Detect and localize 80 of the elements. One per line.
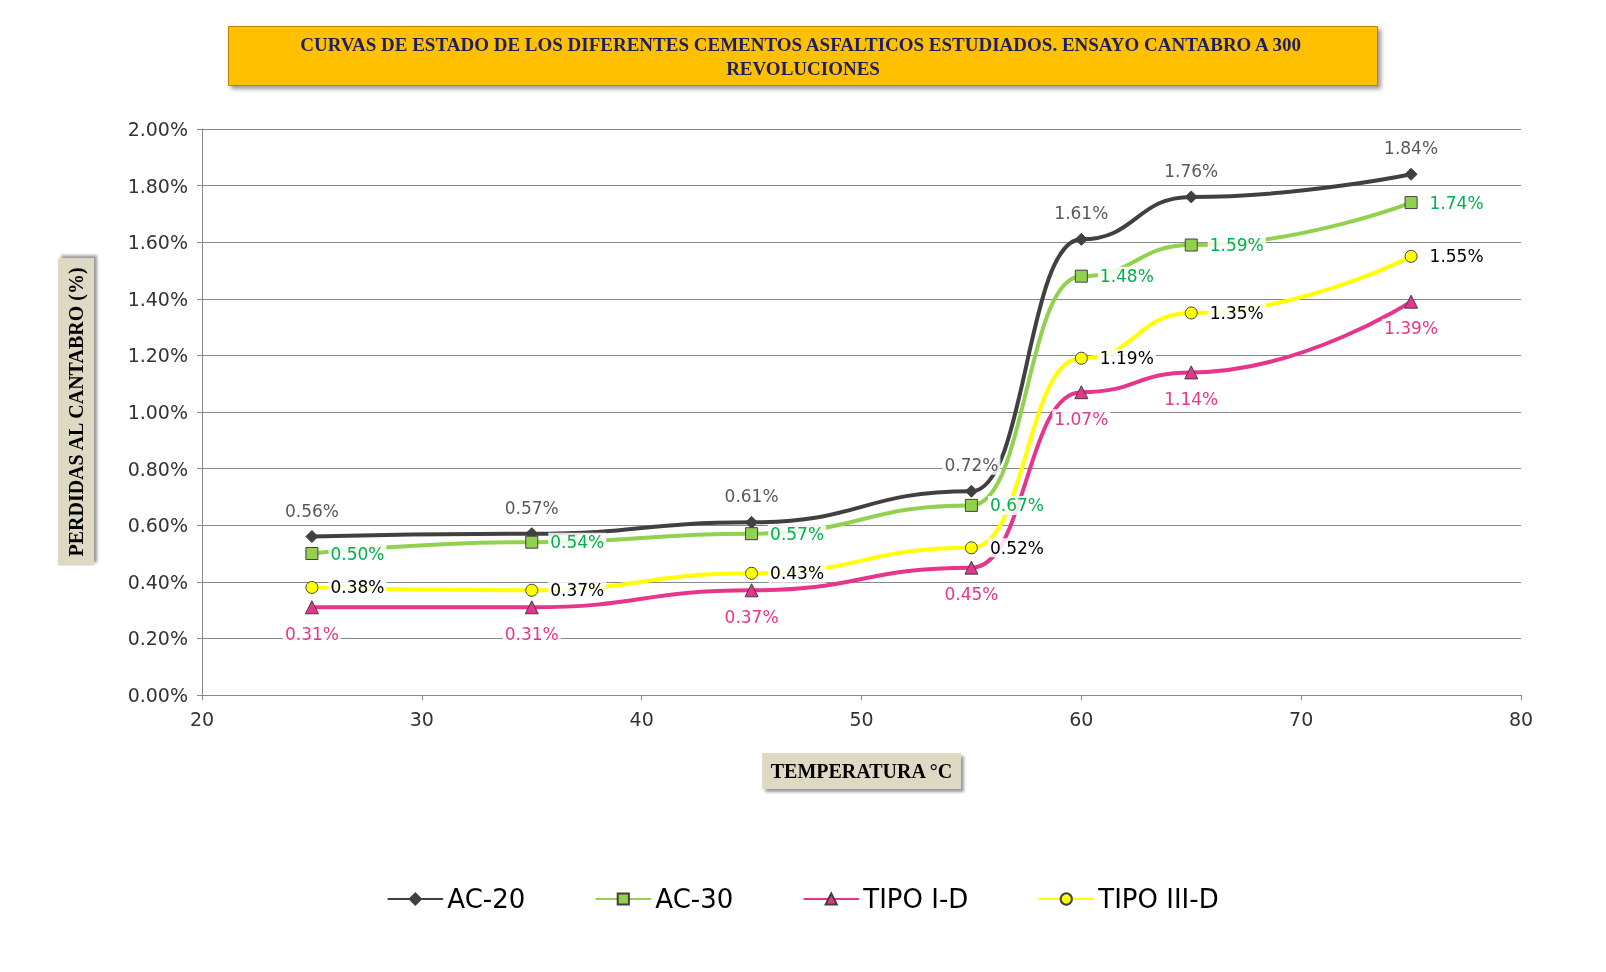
data-label: 0.31% — [284, 623, 339, 644]
legend-label: TIPO I-D — [862, 884, 969, 914]
point — [1184, 306, 1198, 320]
y-tick-label: 0.40% — [127, 570, 188, 593]
point — [745, 515, 759, 529]
y-axis-title: PERDIDAS AL CANTABRO (%) — [65, 267, 88, 557]
data-label: 0.37% — [550, 580, 605, 601]
point — [1404, 249, 1418, 263]
point — [525, 535, 539, 549]
data-label: 0.43% — [770, 563, 825, 584]
point — [525, 583, 539, 597]
point — [305, 580, 319, 594]
x-tick-label: 30 — [409, 707, 434, 730]
point — [744, 583, 759, 598]
data-label: 0.56% — [284, 500, 339, 521]
y-tick-label: 1.40% — [127, 287, 188, 310]
data-label: 0.72% — [944, 455, 999, 476]
data-label: 0.50% — [330, 543, 385, 564]
data-label: 1.35% — [1209, 302, 1264, 323]
data-label: 1.48% — [1099, 266, 1154, 287]
data-label: 0.57% — [770, 523, 825, 544]
data-label: 0.45% — [944, 584, 999, 605]
point — [964, 560, 979, 575]
point — [1074, 232, 1088, 246]
data-label: 1.55% — [1429, 246, 1484, 267]
y-tick-label: 1.20% — [127, 344, 188, 367]
data-label: 0.52% — [989, 537, 1044, 558]
data-label: 0.57% — [504, 497, 559, 518]
data-label: 1.14% — [1164, 388, 1219, 409]
point — [1184, 365, 1199, 380]
point — [524, 600, 539, 615]
data-label: 0.37% — [724, 606, 779, 627]
data-label: 1.07% — [1054, 408, 1109, 429]
data-label: 0.61% — [724, 486, 779, 507]
y-tick-label: 1.60% — [127, 231, 188, 254]
y-tick-label: 0.20% — [127, 627, 188, 650]
x-tick-label: 40 — [629, 707, 654, 730]
x-tick-label: 50 — [849, 707, 874, 730]
y-tick-label: 1.00% — [127, 401, 188, 423]
point — [964, 541, 978, 555]
y-tick-label: 0.60% — [127, 514, 188, 537]
point — [305, 547, 319, 560]
data-label: 1.76% — [1164, 160, 1219, 181]
point — [745, 527, 759, 541]
data-label: 1.74% — [1429, 192, 1484, 213]
legend-label: AC-30 — [655, 884, 734, 914]
point — [304, 600, 319, 615]
data-label: 0.67% — [989, 495, 1044, 516]
point — [964, 498, 978, 512]
data-label: 1.59% — [1209, 235, 1264, 256]
point — [1184, 190, 1198, 204]
x-tick-label: 20 — [189, 707, 215, 730]
point — [305, 530, 319, 544]
x-tick-label: 80 — [1508, 707, 1534, 730]
point — [1404, 196, 1418, 210]
y-tick-label: 0.00% — [127, 684, 188, 706]
y-tick-label: 0.80% — [127, 457, 188, 480]
data-label: 1.19% — [1099, 348, 1154, 369]
point — [1074, 351, 1088, 365]
x-tick-label: 60 — [1069, 707, 1094, 730]
data-label: 1.61% — [1054, 203, 1109, 224]
data-label: 0.54% — [550, 532, 605, 553]
legend-label: TIPO III-D — [1097, 884, 1219, 914]
x-tick-label: 70 — [1289, 707, 1314, 730]
point — [1184, 238, 1198, 252]
chart-title: CURVAS DE ESTADO DE LOS DIFERENTES CEMENTOS ASFALTICOS ESTUDIADOS. ENSAYO CANTABRO A 300 REVOLUCIONES — [300, 33, 1306, 79]
point — [1404, 167, 1418, 181]
point — [1074, 269, 1088, 283]
point — [1404, 294, 1419, 309]
x-axis-title: TEMPERATURA °C — [770, 760, 953, 782]
point — [745, 566, 759, 580]
point — [964, 484, 978, 498]
legend-label: AC-20 — [447, 884, 526, 914]
point — [1074, 385, 1089, 400]
data-label: 0.31% — [504, 623, 559, 644]
y-tick-label: 1.80% — [127, 174, 188, 197]
y-tick-label: 2.00% — [127, 118, 188, 140]
data-label: 1.39% — [1384, 318, 1439, 339]
data-label: 1.84% — [1384, 138, 1439, 159]
data-label: 0.38% — [330, 577, 385, 598]
